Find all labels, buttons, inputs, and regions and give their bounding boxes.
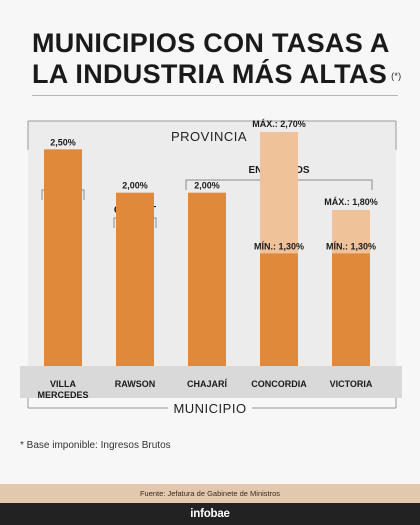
category-band [20,366,402,398]
brand-logo: infobae [0,503,420,525]
category-label-3: CHAJARÍ [187,379,228,389]
x-axis-label: MUNICIPIO [173,401,246,416]
category-label-1-line-2: MERCEDES [37,390,88,400]
bars [44,132,370,366]
max-label-4: MÁX.: 2,70% [252,119,306,129]
value-labels: 2,50% 2,00% 2,00% MÁX.: 2,70% MÍN.: 1,30% MÁX… [50,119,378,251]
source-note: Fuente: Jefatura de Gabinete de Ministro… [0,484,420,503]
province-axis-label: PROVINCIA [171,129,247,144]
bar-range-4 [260,132,298,254]
bar-5 [332,253,370,366]
category-label-1-line-1: VILLA [50,379,76,389]
tax-rate-chart: PROVINCIA SANLUISCHUBUTENTRE RÍOS 2,50%2… [20,119,402,416]
max-label-5: MÁX.: 1,80% [324,197,378,207]
min-label-4: MÍN.: 1,30% [254,241,304,251]
bar-range-5 [332,210,370,254]
bar-1 [44,149,82,366]
bar-3 [188,192,226,366]
bar-4 [260,253,298,366]
title-asterisk: (*) [391,71,402,81]
title-text: MUNICIPIOS CON TASAS A LA INDUSTRIA MÁS … [32,28,389,89]
value-label-3: 2,00% [194,181,220,191]
page-title: MUNICIPIOS CON TASAS A LA INDUSTRIA MÁS … [32,28,402,90]
value-label-2: 2,00% [122,181,148,191]
value-label-1: 2,50% [50,137,76,147]
category-label-5: VICTORIA [330,379,373,389]
min-label-5: MÍN.: 1,30% [326,241,376,251]
title-divider [32,95,398,96]
footnote: * Base imponible: Ingresos Brutos [20,440,171,451]
category-label-2: RAWSON [115,379,156,389]
bar-2 [116,192,154,366]
category-label-4: CONCORDIA [251,379,307,389]
